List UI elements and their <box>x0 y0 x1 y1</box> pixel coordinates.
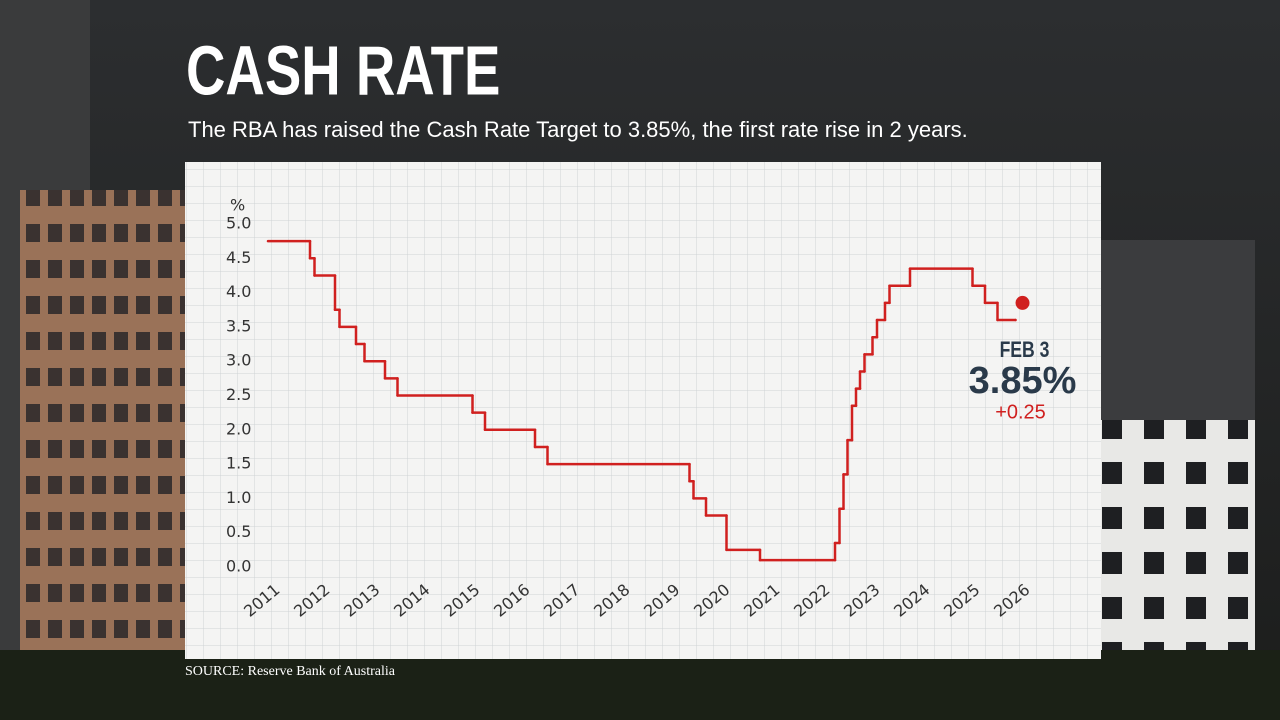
y-tick-label: 4.5 <box>226 248 251 267</box>
y-tick-label: 4.0 <box>226 282 251 301</box>
highlight-change: +0.25 <box>995 401 1046 423</box>
y-tick-label: 0.0 <box>226 557 251 576</box>
y-tick-label: 3.0 <box>226 351 251 370</box>
paper-panel <box>185 162 1101 659</box>
y-tick-label: 2.5 <box>226 385 251 404</box>
source: SOURCE: Reserve Bank of Australia <box>185 664 396 679</box>
y-tick-label: 2.0 <box>226 419 251 438</box>
y-tick-label: 5.0 <box>226 214 251 233</box>
subtitle: The RBA has raised the Cash Rate Target … <box>188 117 968 142</box>
highlight-date: FEB 3 <box>1000 338 1050 362</box>
trees <box>0 650 1280 720</box>
y-tick-label: 1.0 <box>226 488 251 507</box>
y-tick-label: 3.5 <box>226 316 251 335</box>
y-tick-label: 0.5 <box>226 522 251 541</box>
y-unit: % <box>230 196 245 215</box>
highlight-point <box>1015 295 1030 310</box>
building <box>20 190 190 660</box>
building <box>1100 240 1255 430</box>
title: CASH RATE <box>186 32 500 110</box>
y-tick-label: 1.5 <box>226 454 251 473</box>
highlight-value: 3.85% <box>969 360 1077 402</box>
